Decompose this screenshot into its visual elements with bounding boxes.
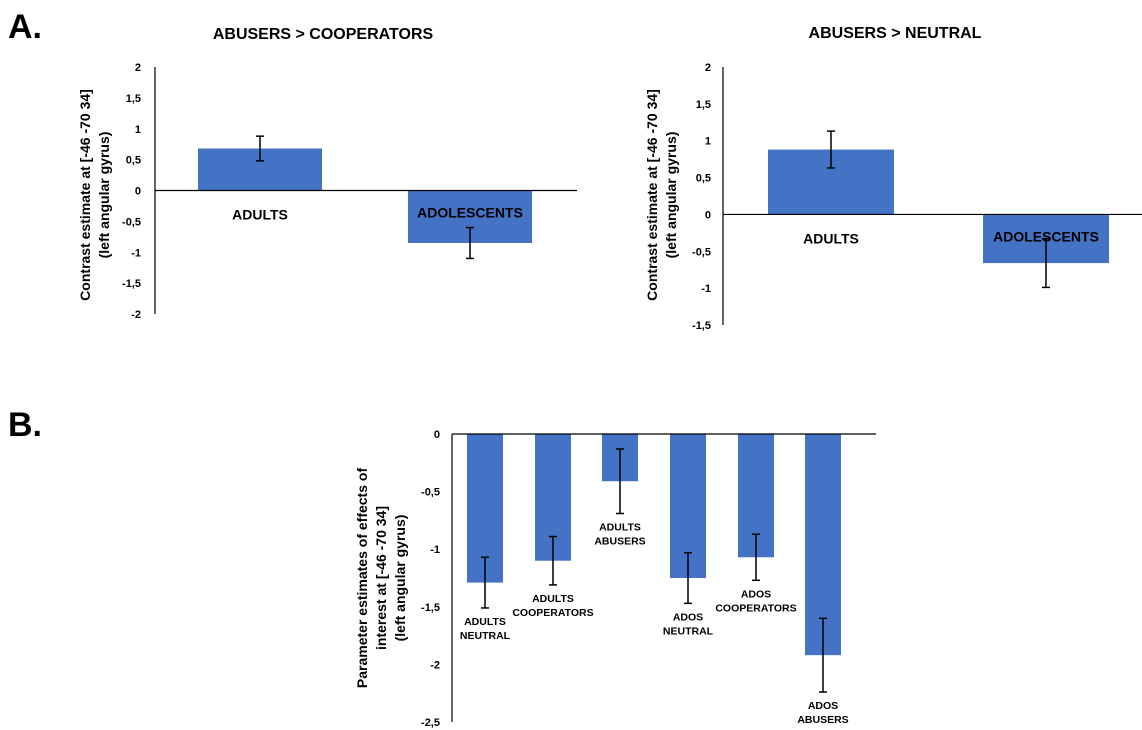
error-bar (616, 448, 624, 515)
chart-parameter-estimates: Parameter estimates of effects of intere… (354, 429, 876, 729)
chart3-ylabel-line1: Parameter estimates of effects of (354, 468, 370, 689)
error-bar (256, 135, 264, 162)
y-tick-label: 0 (135, 186, 141, 198)
category-label: ADULTS (803, 230, 859, 246)
chart3-ylabel-line3: (left angular gyrus) (392, 515, 408, 642)
y-tick-label: 0 (434, 429, 440, 441)
error-bar (819, 617, 827, 693)
category-label: NEUTRAL (663, 625, 714, 637)
category-label: ADULTS (599, 521, 641, 533)
chart1-title: ABUSERS > COOPERATORS (213, 26, 434, 43)
chart2-ticks: 2 1,5 1 0,5 0 -0,5 -1 -1,5 (692, 62, 711, 332)
chart2-ylabel-line1: Contrast estimate at [-46 -70 34] (644, 89, 660, 301)
y-tick-label: 2 (135, 62, 141, 74)
y-tick-label: -0,5 (122, 216, 141, 228)
chart2-ylabel-line2: (left angular gyrus) (663, 132, 679, 259)
y-tick-label: -1,5 (421, 602, 440, 614)
error-bar (466, 226, 474, 260)
chart3-ticks: 0 -0,5 -1 -1,5 -2 -2,5 (421, 429, 440, 729)
chart2-category-labels: ADULTS ADOLESCENTS (803, 228, 1099, 246)
category-label: ADULTS (532, 593, 574, 605)
chart3-bars (467, 434, 841, 656)
error-bar (549, 535, 557, 586)
panel-label-a: A. (8, 8, 42, 46)
category-label: COOPERATORS (512, 607, 593, 619)
chart3-ylabel-line2: interest at [-46 -70 34] (373, 506, 389, 650)
category-label: ADOS (673, 611, 703, 623)
category-label: ADOS (808, 700, 838, 712)
panel-label-b: B. (8, 406, 42, 444)
chart1-bars (198, 148, 532, 243)
y-tick-label: 0 (705, 209, 711, 221)
error-bar (752, 533, 760, 582)
category-label: NEUTRAL (460, 630, 511, 642)
y-tick-label: 1 (705, 136, 711, 148)
chart1-error-bars (256, 135, 474, 260)
y-tick-label: -1 (131, 247, 141, 259)
chart-abusers-vs-neutral: ABUSERS > NEUTRAL Contrast estimate at [… (644, 25, 1142, 332)
y-tick-label: 1,5 (696, 99, 711, 111)
category-label: ADULTS (464, 616, 506, 628)
category-label: ADOLESCENTS (993, 228, 1099, 244)
chart3-error-bars (481, 448, 827, 693)
y-tick-label: 2 (705, 62, 711, 74)
chart1-ylabel-line1: Contrast estimate at [-46 -70 34] (77, 89, 93, 301)
y-tick-label: 1,5 (126, 93, 141, 105)
chart1-ylabel-line2: (left angular gyrus) (96, 132, 112, 259)
y-tick-label: -1,5 (122, 278, 141, 290)
y-tick-label: -2 (430, 659, 440, 671)
error-bar (481, 556, 489, 609)
chart1-category-labels: ADULTS ADOLESCENTS (232, 205, 523, 223)
error-bar (684, 551, 692, 605)
category-label: ABUSERS (797, 714, 848, 726)
y-tick-label: -2 (131, 309, 141, 321)
y-tick-label: 0,5 (126, 155, 141, 167)
category-label: COOPERATORS (715, 602, 796, 614)
chart3-category-labels: ADULTS NEUTRAL ADULTS COOPERATORS ADULTS ABUS… (460, 521, 849, 726)
chart2-error-bars (827, 130, 1050, 289)
error-bar (827, 130, 835, 169)
y-tick-label: -0,5 (421, 487, 440, 499)
chart-abusers-vs-cooperators: ABUSERS > COOPERATORS Contrast estimate … (77, 26, 577, 321)
category-label: ADULTS (232, 207, 288, 223)
y-tick-label: 0,5 (696, 173, 711, 185)
y-tick-label: -1 (430, 544, 440, 556)
y-tick-label: -1 (701, 283, 711, 295)
y-tick-label: -1,5 (692, 320, 711, 332)
y-tick-label: 1 (135, 124, 141, 136)
y-tick-label: -0,5 (692, 246, 711, 258)
category-label: ADOLESCENTS (417, 205, 523, 221)
category-label: ABUSERS (594, 535, 645, 547)
y-tick-label: -2,5 (421, 717, 440, 729)
error-bar (1042, 238, 1050, 289)
chart1-ticks: 2 1,5 1 0,5 0 -0,5 -1 -1,5 -2 (122, 62, 141, 321)
chart2-title: ABUSERS > NEUTRAL (809, 25, 982, 42)
category-label: ADOS (741, 588, 771, 600)
